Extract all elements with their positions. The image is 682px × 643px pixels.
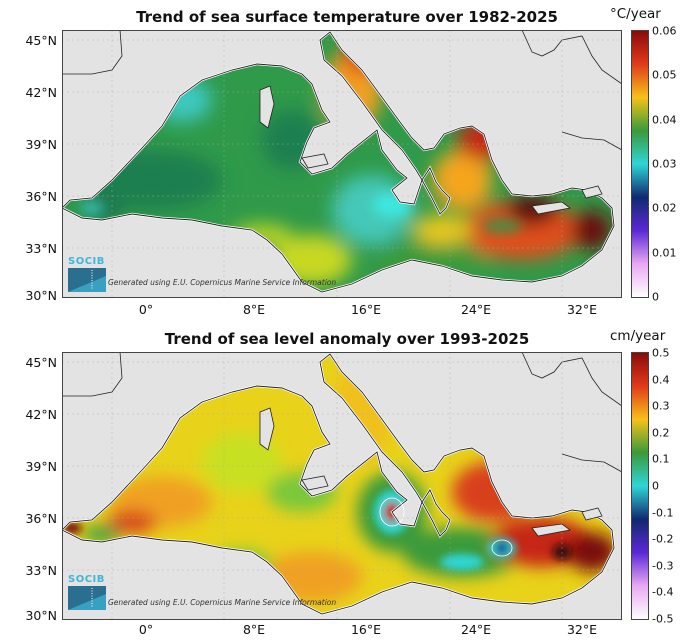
colorbar (631, 352, 649, 620)
graticule (62, 352, 622, 620)
sla-trend-map (62, 352, 622, 620)
lon-label: 24°E (460, 302, 492, 317)
colorbar-unit: °C/year (610, 6, 661, 22)
colorbar-tick-label: 0.06 (652, 24, 677, 38)
credit-text: Generated using E.U. Copernicus Marine S… (108, 598, 337, 607)
lat-label: 45°N (25, 355, 57, 370)
contour-line (379, 497, 405, 527)
colorbar-tick-label: 0.02 (652, 201, 677, 215)
credit-text: Generated using E.U. Copernicus Marine S… (108, 278, 337, 287)
lat-label: 45°N (25, 33, 57, 48)
coastline (62, 31, 615, 293)
lon-label: 0° (138, 622, 154, 637)
colorbar-tick-label: -0.1 (652, 506, 674, 520)
lat-label: 33°N (25, 241, 57, 256)
island-cyprus (581, 507, 603, 521)
island-cyprus (581, 185, 603, 199)
colorbar-tick-label: 0 (652, 479, 659, 493)
sla-trend-panel: Trend of sea level anomaly over 1993-202… (0, 322, 682, 642)
contour-line (491, 539, 513, 557)
lat-label: 39°N (25, 137, 57, 152)
graticule (62, 30, 622, 298)
lat-label: 42°N (25, 85, 57, 100)
colorbar-tick-label: -0.3 (652, 559, 674, 573)
colorbar-tick-label: 0.03 (652, 157, 677, 171)
map-frame (62, 352, 622, 620)
colorbar-tick-label: 0.2 (652, 426, 670, 440)
lat-label: 42°N (25, 407, 57, 422)
colorbar-tick-label: -0.4 (652, 585, 674, 599)
colorbar (631, 30, 649, 298)
colorbar-tick-label: 0.1 (652, 452, 670, 466)
lon-label: 16°E (350, 302, 382, 317)
lon-label: 16°E (350, 622, 382, 637)
panel-title: Trend of sea level anomaly over 1993-202… (164, 330, 530, 348)
lon-label: 24°E (460, 622, 492, 637)
lat-label: 36°N (25, 189, 57, 204)
panel-title: Trend of sea surface temperature over 19… (136, 8, 558, 26)
logo-graphic (68, 268, 106, 292)
colorbar-tick-label: 0.01 (652, 246, 677, 260)
coastline (62, 353, 615, 615)
logo-graphic (68, 586, 106, 610)
lon-label: 32°E (566, 622, 598, 637)
lat-label: 30°N (25, 608, 57, 623)
socib-logo: SOCIB (68, 574, 106, 610)
island-sicily (301, 153, 329, 169)
island-corsica-sardinia (259, 407, 275, 451)
lon-label: 0° (138, 302, 154, 317)
sst-trend-map (62, 30, 622, 298)
lon-label: 8°E (242, 302, 266, 317)
colorbar-tick-label: 0 (652, 290, 659, 304)
lon-label: 32°E (566, 302, 598, 317)
socib-logo: SOCIB (68, 256, 106, 292)
island-sicily (301, 475, 329, 491)
island-crete (531, 201, 571, 215)
colorbar-tick-label: 0.05 (652, 68, 677, 82)
lat-label: 39°N (25, 459, 57, 474)
logo-text: SOCIB (68, 574, 105, 585)
logo-text: SOCIB (68, 256, 105, 267)
colorbar-tick-label: 0.04 (652, 113, 677, 127)
lat-label: 36°N (25, 511, 57, 526)
island-crete (531, 523, 571, 537)
sst-trend-panel: Trend of sea surface temperature over 19… (0, 0, 682, 320)
colorbar-tick-label: 0.5 (652, 346, 670, 360)
colorbar-tick-label: 0.4 (652, 373, 670, 387)
island-corsica-sardinia (259, 85, 275, 129)
colorbar-unit: cm/year (610, 328, 666, 344)
map-frame (62, 30, 622, 298)
lat-label: 33°N (25, 563, 57, 578)
colorbar-tick-label: 0.3 (652, 399, 670, 413)
colorbar-tick-label: -0.5 (652, 612, 674, 626)
lon-label: 8°E (242, 622, 266, 637)
lat-label: 30°N (25, 288, 57, 303)
colorbar-tick-label: -0.2 (652, 532, 674, 546)
